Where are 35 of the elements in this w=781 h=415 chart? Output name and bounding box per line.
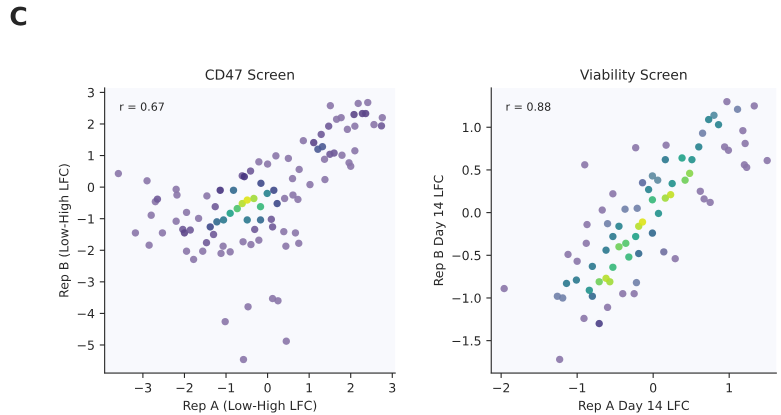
x-tick-label: 3 [389,383,396,392]
y-tick-label: 2 [88,119,94,129]
x-tick-label: 1 [306,383,312,392]
y-tick-label: 3 [88,88,94,98]
x-tick-label: −1 [218,383,234,392]
y-tick-label: −2 [78,246,94,256]
y-axis-title: Rep B (Low-High LFC) [58,164,71,297]
x-tick-label: −1 [569,383,586,392]
y-tick-label: −0.5 [452,250,480,260]
y-tick-label: 0.0 [462,208,481,218]
x-tick-label: −2 [176,383,192,392]
y-tick-label: −1.5 [452,336,480,346]
x-tick-label: 1 [726,383,732,392]
chart-title: CD47 Screen [206,69,294,80]
y-tick-label: 1 [88,151,94,160]
y-tick-label: −4 [78,309,94,318]
text: C [10,6,26,26]
y-tick-label: −3 [78,277,94,287]
x-axis-title: Rep A (Low-High LFC) [184,400,316,413]
x-tick-label: −2 [493,383,510,392]
x-tick-label: −3 [135,383,152,392]
annotation: r = 0.67 [120,102,164,111]
y-axis-title: Rep B Day 14 LFC [434,175,446,286]
chart-title: Viability Screen [580,69,686,83]
x-tick-label: 2 [348,383,354,392]
x-tick-label: 0 [264,383,271,392]
y-tick-label: 0.5 [462,165,480,175]
y-tick-label: −5 [78,340,94,350]
y-tick-label: −1 [78,214,94,224]
y-tick-label: 0 [88,182,94,192]
y-tick-label: −1.0 [452,293,481,303]
y-tick-label: 1.0 [463,122,481,132]
x-axis-title: Rep A Day 14 LFC [579,400,689,413]
x-tick-label: 0 [650,383,656,392]
annotation: r = 0.88 [506,102,550,111]
